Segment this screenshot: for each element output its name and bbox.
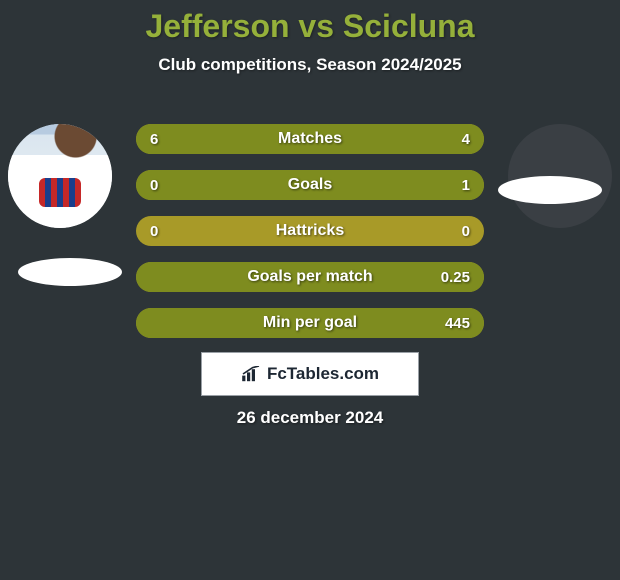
team-indicator-left: [18, 258, 122, 286]
stat-value-right: 445: [445, 308, 470, 338]
stat-value-right: 0.25: [441, 262, 470, 292]
page-subtitle: Club competitions, Season 2024/2025: [0, 55, 620, 75]
stat-row: Goals per match0.25: [136, 262, 484, 292]
stat-label: Matches: [136, 124, 484, 154]
brand-badge: FcTables.com: [201, 352, 419, 396]
page-title: Jefferson vs Scicluna: [0, 0, 620, 45]
stat-value-left: 0: [150, 216, 158, 246]
stat-row: Matches6 4: [136, 124, 484, 154]
comparison-bars: Matches64Goals01Hattricks00Goals per mat…: [136, 124, 484, 354]
stat-value-right: 4: [462, 124, 470, 154]
stat-row: Min per goal445: [136, 308, 484, 338]
stat-label: Hattricks: [136, 216, 484, 246]
brand-text: FcTables.com: [267, 364, 379, 384]
stat-value-left: 0: [150, 170, 158, 200]
stat-row: Goals0 1: [136, 170, 484, 200]
chart-icon: [241, 366, 261, 382]
stat-value-right: 1: [462, 170, 470, 200]
stat-value-left: 6: [150, 124, 158, 154]
stat-label: Goals: [136, 170, 484, 200]
date-text: 26 december 2024: [0, 408, 620, 428]
stat-label: Goals per match: [136, 262, 484, 292]
player-left-avatar: [8, 124, 112, 228]
team-indicator-right: [498, 176, 602, 204]
stat-value-right: 0: [462, 216, 470, 246]
stat-label: Min per goal: [136, 308, 484, 338]
stat-row: Hattricks0 0: [136, 216, 484, 246]
